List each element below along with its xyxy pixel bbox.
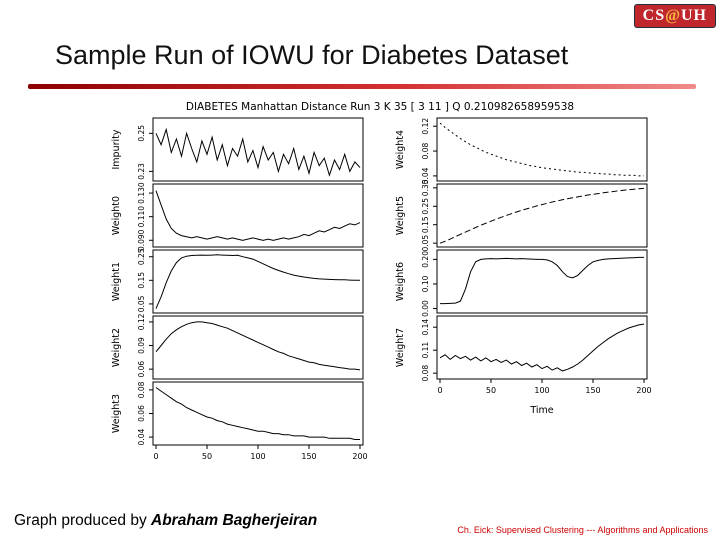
y-tick-label: 0.23: [137, 163, 146, 180]
y-tick-label: 0.04: [137, 429, 146, 446]
panel-ylabel-weight0: Weight0: [111, 196, 122, 235]
series-line-weight4: [439, 122, 644, 177]
y-tick-label: 0.06: [137, 405, 146, 422]
attribution-text: Ch. Eick: Supervised Clustering --- Algo…: [457, 525, 708, 535]
csuh-logo: CS@UH: [633, 4, 716, 28]
y-tick-label: 0.15: [137, 272, 146, 289]
y-tick-label: 0.15: [421, 216, 430, 233]
series-line-impurity: [155, 127, 361, 177]
y-tick-label: 0.12: [137, 313, 146, 330]
panel-ylabel-impurity: Impurity: [111, 129, 122, 169]
y-tick-label: 0.08: [137, 381, 146, 398]
y-tick-label: 0.110: [137, 206, 146, 228]
panel-ylabel-weight6: Weight6: [395, 262, 406, 301]
y-tick-label: 0.090: [137, 229, 146, 251]
series-line-weight0: [155, 190, 361, 241]
slide-title: Sample Run of IOWU for Diabetes Dataset: [55, 40, 569, 70]
y-tick-label: 0.130: [137, 182, 146, 204]
y-tick-label: 0.00: [421, 300, 430, 317]
y-tick-label: 0.05: [421, 235, 430, 252]
y-tick-label: 0.20: [421, 251, 430, 268]
panel-ylabel-weight7: Weight7: [395, 328, 406, 367]
series-line-weight2: [155, 321, 361, 371]
series-line-weight3: [155, 387, 360, 440]
x-tick-label: 100: [250, 452, 265, 461]
y-tick-label: 0.06: [137, 361, 146, 378]
y-tick-label: 0.10: [421, 275, 430, 292]
panel-frame: [436, 249, 648, 314]
chart-title: DIABETES Manhattan Distance Run 3 K 35 […: [185, 101, 575, 113]
y-tick-label: 0.12: [421, 118, 430, 135]
y-tick-label: 0.14: [421, 319, 430, 336]
credit-text: Graph produced by Abraham Bagherjeiran: [14, 512, 317, 530]
x-axis-label: Time: [529, 405, 553, 416]
y-tick-label: 0.08: [421, 142, 430, 159]
y-tick-label: 0.09: [137, 337, 146, 354]
y-tick-label: 0.05: [137, 295, 146, 312]
y-tick-label: 0.25: [421, 198, 430, 215]
y-tick-label: 0.25: [137, 125, 146, 142]
x-tick-label: 200: [636, 386, 651, 395]
panel-frame: [152, 381, 364, 446]
panel-frame: [152, 183, 364, 248]
x-tick-label: 150: [585, 386, 600, 395]
panel-ylabel-weight2: Weight2: [111, 328, 122, 367]
panel-frame: [152, 117, 364, 182]
panel-frame: [152, 315, 364, 380]
panel-frame: [436, 183, 648, 248]
x-tick-label: 100: [534, 386, 549, 395]
series-line-weight1: [155, 254, 360, 309]
series-line-weight7: [439, 323, 645, 372]
y-tick-label: 0.35: [421, 179, 430, 196]
y-tick-label: 0.25: [137, 248, 146, 265]
logo-at: @: [665, 7, 681, 24]
y-tick-label: 0.08: [421, 365, 430, 382]
x-tick-label: 150: [301, 452, 316, 461]
panel-frame: [152, 249, 364, 314]
x-tick-label: 50: [486, 386, 496, 395]
chart-column: 0.04 0.08 0.12 Weight4 0.05 0.150.25 0.35 Weigh…: [395, 117, 652, 416]
x-tick-label: 0: [153, 452, 158, 461]
panel-ylabel-weight1: Weight1: [111, 262, 122, 301]
figure: DIABETES Manhattan Distance Run 3 K 35 […: [88, 101, 672, 468]
panel-frame: [436, 315, 648, 380]
credit-author: Abraham Bagherjeiran: [151, 512, 318, 529]
series-line-weight5: [439, 187, 645, 244]
x-tick-label: 50: [202, 452, 212, 461]
series-line-weight6: [440, 256, 644, 305]
panel-ylabel-weight5: Weight5: [395, 196, 406, 235]
panel-ylabel-weight4: Weight4: [395, 130, 406, 169]
x-tick-label: 0: [437, 386, 442, 395]
panel-frame: [436, 117, 648, 182]
chart-column: 0.230.25Impurity0.0900.1100.130Weight00.…: [111, 117, 368, 461]
chart-panels-container: 0.23 0.25 Impurity 0.090 0.110 0.130 Weight0 0.…: [88, 116, 672, 468]
credit-prefix: Graph produced by: [14, 512, 152, 529]
title-underline: [28, 84, 696, 89]
logo-cs: CS: [642, 7, 666, 24]
panel-ylabel-weight3: Weight3: [111, 394, 122, 433]
logo-uh: UH: [681, 7, 707, 24]
y-tick-label: 0.11: [421, 342, 430, 359]
y-tick-label: 0.04: [421, 167, 430, 184]
x-tick-label: 200: [352, 452, 367, 461]
